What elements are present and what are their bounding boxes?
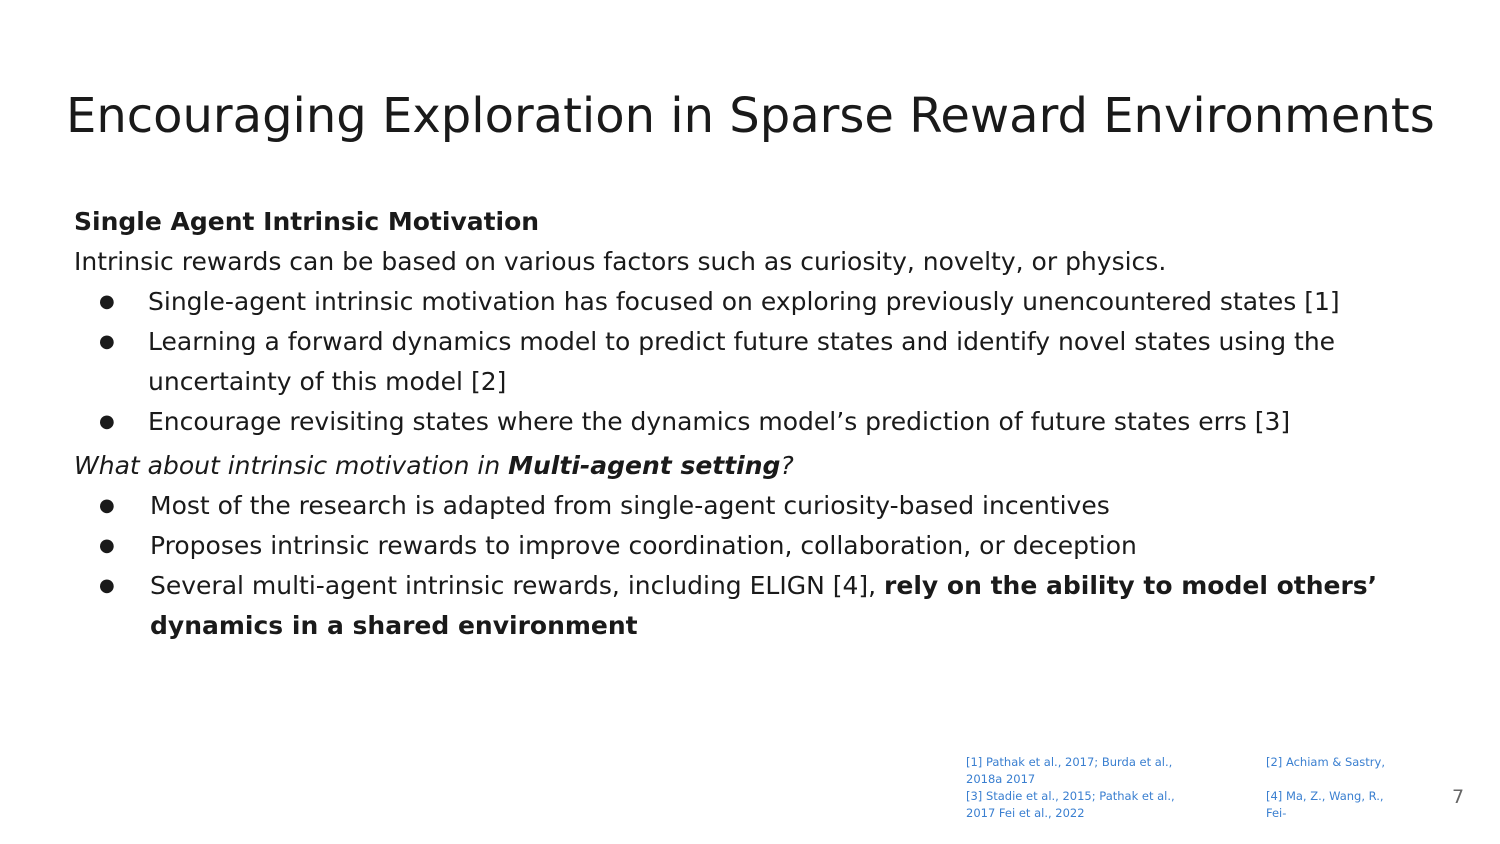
multi-agent-question: What about intrinsic motivation in Multi… [74, 446, 1414, 486]
single-agent-bullet-list: ● Single-agent intrinsic motivation has … [74, 282, 1414, 442]
bullet-icon: ● [99, 291, 115, 312]
bullet-text: Learning a forward dynamics model to pre… [148, 327, 1336, 396]
question-suffix: ? [780, 451, 794, 480]
list-item: ● Proposes intrinsic rewards to improve … [74, 526, 1414, 566]
bullet-text: Several multi-agent intrinsic rewards, i… [150, 571, 885, 600]
references-footer: [1] Pathak et al., 2017; Burda et al., 2… [966, 754, 1416, 822]
slide-body: Single Agent Intrinsic Motivation Intrin… [74, 202, 1414, 646]
intro-text: Intrinsic rewards can be based on variou… [74, 247, 1167, 276]
bullet-icon: ● [99, 331, 115, 352]
question-prefix: What about intrinsic motivation in [74, 451, 509, 480]
reference-link[interactable]: [4] Ma, Z., Wang, R., Fei- [1266, 789, 1384, 820]
reference-link[interactable]: [3] Stadie et al., 2015; Pathak et al., … [966, 789, 1175, 820]
bullet-icon: ● [99, 535, 115, 556]
slide-title: Encouraging Exploration in Sparse Reward… [66, 88, 1435, 144]
list-item: ● Most of the research is adapted from s… [74, 486, 1414, 526]
reference-link[interactable]: [1] Pathak et al., 2017; Burda et al., 2… [966, 755, 1173, 786]
reference-link[interactable]: [2] Achiam & Sastry, [1266, 755, 1385, 769]
list-item: ● Several multi-agent intrinsic rewards,… [74, 566, 1414, 646]
reference-row: [1] Pathak et al., 2017; Burda et al., 2… [966, 754, 1416, 788]
reference-row: [3] Stadie et al., 2015; Pathak et al., … [966, 788, 1416, 822]
bullet-bold-text: rely on the ability to model others’ dyn… [150, 571, 1378, 640]
question-emphasis: Multi-agent setting [508, 451, 781, 480]
list-item: ● Encourage revisiting states where the … [74, 402, 1414, 442]
list-item: ● Single-agent intrinsic motivation has … [74, 282, 1414, 322]
bullet-icon: ● [99, 495, 115, 516]
list-item: ● Learning a forward dynamics model to p… [74, 322, 1414, 402]
bullet-text: Encourage revisiting states where the dy… [148, 407, 1291, 436]
bullet-text: Proposes intrinsic rewards to improve co… [150, 531, 1137, 560]
bullet-text: Most of the research is adapted from sin… [150, 491, 1110, 520]
bullet-text: Single-agent intrinsic motivation has fo… [148, 287, 1340, 316]
page-number: 7 [1452, 786, 1465, 808]
bullet-icon: ● [99, 411, 115, 432]
multi-agent-bullet-list: ● Most of the research is adapted from s… [74, 486, 1414, 646]
section-heading: Single Agent Intrinsic Motivation [74, 207, 540, 236]
bullet-icon: ● [99, 575, 115, 596]
